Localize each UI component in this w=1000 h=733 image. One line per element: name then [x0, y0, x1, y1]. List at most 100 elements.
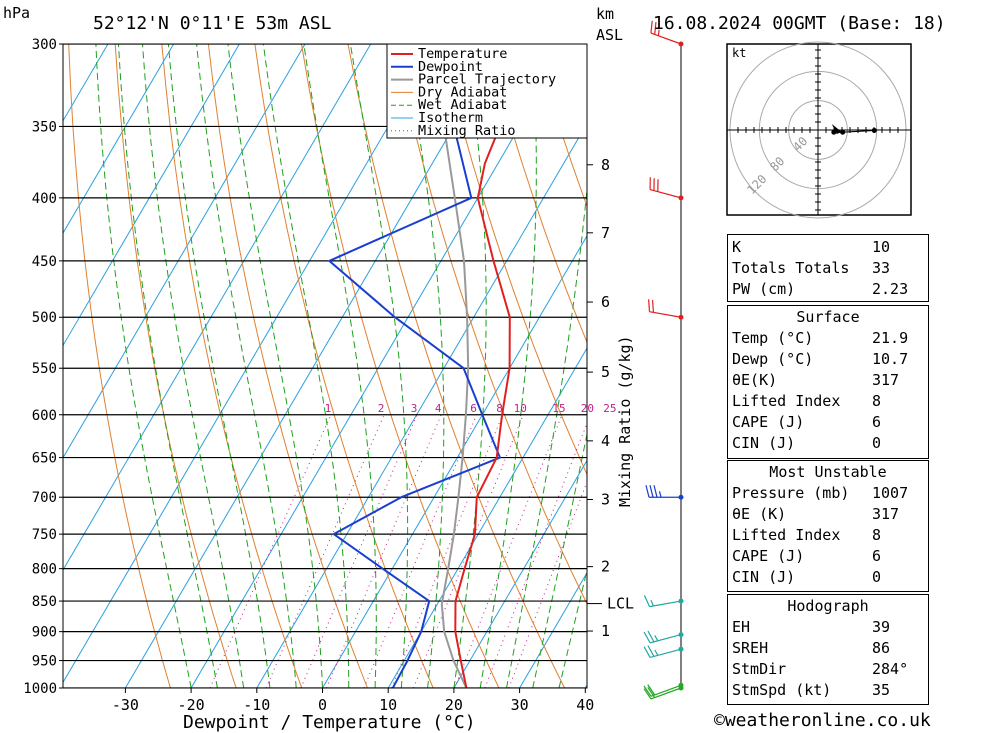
wet-adiabat-line — [142, 44, 245, 688]
indices-box: K 10 Totals Totals 33 PW (cm) 2.23 — [727, 234, 929, 302]
isotherm-line — [519, 571, 587, 688]
pressure-tick-label: 650 — [32, 451, 57, 467]
table-title: Surface — [796, 307, 860, 326]
axis-ticks: 1 2 3 4 6 8 10 15 20 2530035040045050055060065070… — [23, 37, 616, 714]
table-title-row: Surface — [728, 306, 928, 327]
isotherm-line — [63, 44, 240, 347]
table-row: θE(K) 317 — [728, 369, 928, 390]
pressure-tick-label: 350 — [32, 119, 57, 135]
wind-barb — [643, 630, 682, 644]
dry-adiabat-line — [254, 44, 434, 688]
location-title: 52°12'N 0°11'E 53m ASL — [93, 13, 332, 34]
table-row: CAPE (J) 6 — [728, 411, 928, 432]
hodograph-table: Hodograph EH 39 SREH 86 StmDir 284° StmSpd (kt)… — [728, 595, 928, 700]
row-value: 1007 — [872, 483, 909, 502]
wet-adiabat-line — [506, 184, 587, 688]
wet-adiabat-line — [403, 44, 445, 688]
mixing-ratio-line — [454, 414, 563, 688]
mixing-ratio-label: 8 — [496, 402, 503, 415]
table-row: Dewp (°C) 10.7 — [728, 348, 928, 369]
wet-adiabat-line — [479, 44, 537, 688]
row-value: 86 — [872, 638, 891, 657]
asl-label: ASL — [596, 26, 623, 44]
mixing-ratio-line — [363, 414, 478, 688]
wind-barb — [643, 684, 682, 697]
footer-credit[interactable]: ©weatheronline.co.uk — [714, 710, 931, 731]
km-unit-label: km — [596, 5, 614, 23]
wind-barb — [648, 299, 682, 318]
table-title-row: Most Unstable — [728, 461, 928, 482]
wet-adiabat-line — [118, 44, 218, 688]
row-label: CAPE (J) — [732, 412, 805, 431]
mixing-ratio-axis-label: Mixing Ratio (g/kg) — [616, 335, 634, 507]
row-label: Lifted Index — [732, 525, 841, 544]
wet-adiabat-line — [95, 44, 192, 688]
pressure-tick-label: 900 — [32, 625, 57, 641]
isotherm-line — [256, 122, 587, 688]
legend-label: Wet Adiabat — [418, 97, 507, 113]
pressure-tick-label: 450 — [32, 254, 57, 270]
row-label: StmDir — [732, 659, 787, 678]
table-row: θE (K) 317 — [728, 503, 928, 524]
table-row: StmSpd (kt) 35 — [728, 679, 928, 700]
dry-adiabat-line — [440, 44, 587, 476]
row-label: StmSpd (kt) — [732, 680, 832, 699]
plot-area — [63, 44, 1000, 688]
most-unstable-box: Most Unstable Pressure (mb) 1007 θE (K) 317 L… — [727, 460, 929, 592]
wind-barb — [643, 686, 682, 700]
km-tick-label: 4 — [601, 432, 610, 450]
table-row: PW (cm) 2.23 — [728, 278, 928, 299]
table-row: CIN (J) 0 — [728, 566, 928, 587]
dry-adiabat-line — [394, 44, 587, 605]
temp-tick-label: 10 — [379, 696, 397, 714]
row-label: Pressure (mb) — [732, 483, 850, 502]
row-value: 6 — [872, 546, 882, 565]
row-label: CIN (J) — [732, 567, 796, 586]
dry-adiabat-line — [953, 44, 1000, 688]
pressure-tick-label: 750 — [32, 527, 57, 543]
table-row: EH 39 — [728, 616, 928, 637]
temp-tick-label: 0 — [318, 696, 327, 714]
site-link[interactable]: weatheronline.co.uk — [724, 710, 931, 731]
temp-tick-label: -20 — [178, 696, 205, 714]
wind-barb — [645, 485, 681, 498]
legend-box — [386, 43, 588, 139]
table-row: Pressure (mb) 1007 — [728, 482, 928, 503]
pressure-tick-label: 1000 — [23, 681, 57, 697]
temperature-line — [454, 44, 511, 688]
km-tick-label: 2 — [601, 558, 610, 576]
table-row: Lifted Index 8 — [728, 390, 928, 411]
wet-adiabat-line — [167, 44, 271, 688]
row-value: 10.7 — [872, 349, 909, 368]
mixing-ratio-label: 3 — [411, 402, 418, 415]
wind-barb — [650, 20, 682, 45]
row-value: 6 — [872, 412, 882, 431]
legend-label: Isotherm — [418, 110, 483, 126]
pressure-tick-label: 850 — [32, 594, 57, 610]
mixing-ratio-label: 10 — [514, 402, 527, 415]
row-label: CIN (J) — [732, 433, 796, 452]
legend-label: Parcel Trajectory — [418, 72, 556, 88]
row-value: 39 — [872, 617, 891, 636]
table-row: CIN (J) 0 — [728, 432, 928, 453]
table-row: Lifted Index 8 — [728, 524, 928, 545]
dry-adiabat-line — [207, 44, 368, 688]
hodograph-point — [871, 127, 877, 133]
wet-adiabat-line — [558, 568, 587, 688]
row-value: 2.23 — [872, 279, 909, 298]
table-title: Most Unstable — [769, 462, 887, 481]
temp-tick-label: -10 — [243, 696, 270, 714]
row-label: EH — [732, 617, 751, 636]
mixing-ratio-label: 25 — [603, 402, 616, 415]
isotherm-line — [453, 459, 587, 688]
indices-table: K 10 Totals Totals 33 PW (cm) 2.23 — [728, 236, 928, 299]
wind-barb-column — [643, 20, 684, 700]
wet-adiabat-line — [303, 44, 377, 688]
pressure-tick-label: 800 — [32, 562, 57, 578]
km-tick-label: 6 — [601, 293, 610, 311]
mixing-ratio-line — [326, 414, 442, 688]
legend-label: Mixing Ratio — [418, 123, 516, 139]
mixing-ratio-label: 6 — [470, 402, 477, 415]
